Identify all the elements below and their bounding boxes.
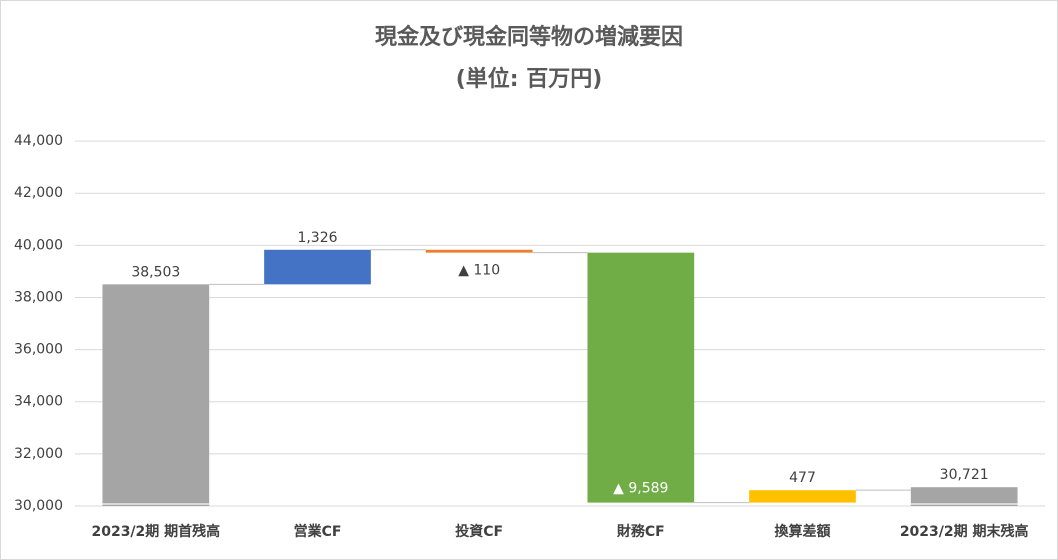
- y-tick-label: 30,000: [14, 498, 63, 514]
- x-tick-label: 換算差額: [775, 523, 831, 540]
- y-tick-label: 42,000: [14, 185, 63, 201]
- y-tick-label: 32,000: [14, 446, 63, 462]
- y-tick-label: 34,000: [14, 394, 63, 410]
- chart-title: 現金及び現金同等物の増減要因: [375, 24, 683, 50]
- bar: [425, 249, 533, 253]
- y-tick-label: 36,000: [14, 342, 63, 358]
- bar: [910, 487, 1018, 506]
- bar: [749, 490, 856, 503]
- y-tick-label: 38,000: [14, 289, 63, 305]
- value-label: ▲ 9,589: [613, 481, 668, 497]
- value-label: 1,326: [297, 230, 337, 246]
- bar: [264, 249, 371, 285]
- x-tick-label: 2023/2期 期末残高: [900, 523, 1029, 540]
- x-tick-label: 財務CF: [616, 523, 665, 540]
- value-label: 38,503: [131, 264, 180, 280]
- value-label: 477: [789, 470, 816, 486]
- bar: [102, 284, 210, 506]
- chart-subtitle: (単位: 百万円): [456, 66, 603, 92]
- x-tick-label: 投資CF: [455, 523, 503, 540]
- y-tick-label: 44,000: [14, 133, 63, 149]
- y-tick-label: 40,000: [14, 237, 63, 253]
- value-label: 30,721: [940, 467, 989, 483]
- value-label: ▲ 110: [458, 263, 500, 279]
- bar: [587, 252, 695, 503]
- x-tick-label: 営業CF: [294, 523, 342, 540]
- x-tick-label: 2023/2期 期首残高: [91, 523, 220, 540]
